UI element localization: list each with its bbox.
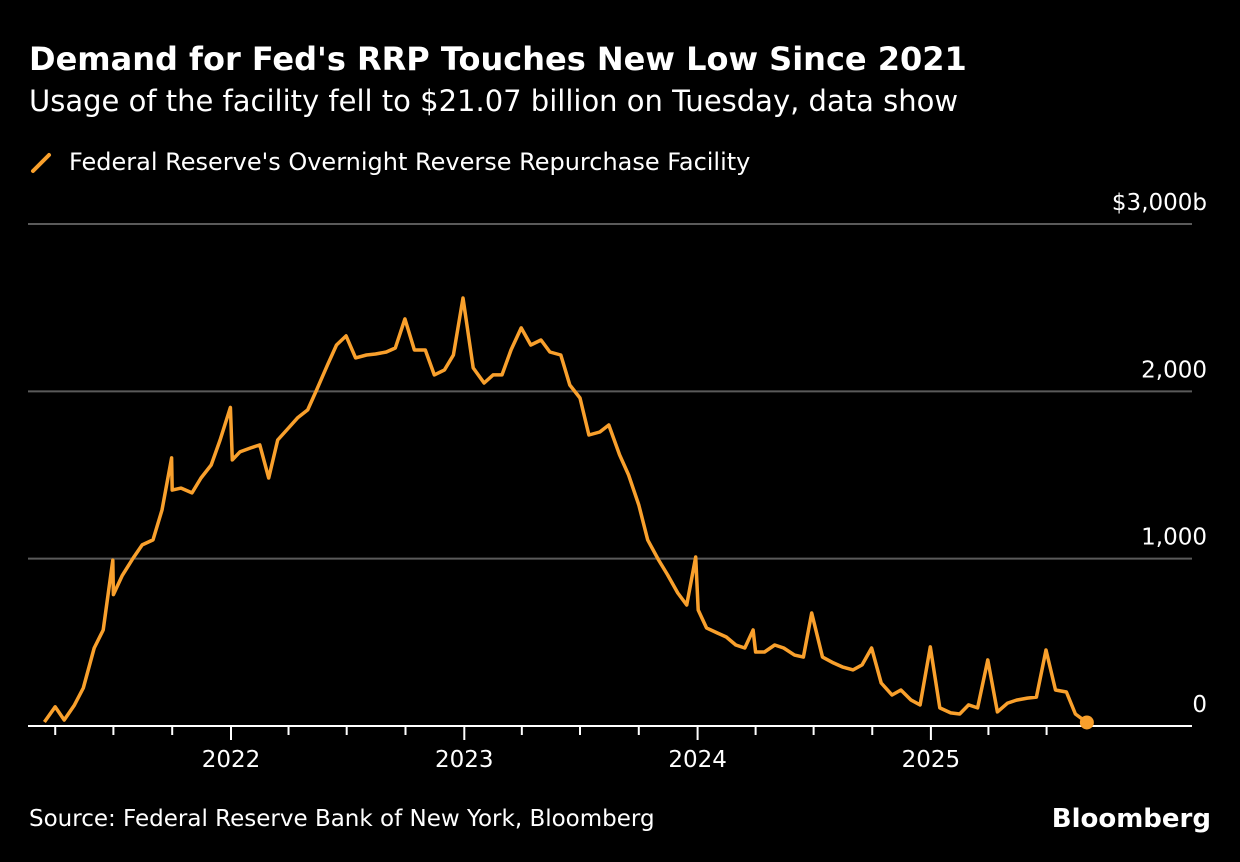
series-line-group xyxy=(42,296,1094,730)
series-line xyxy=(42,296,1088,724)
y-tick-label: 2,000 xyxy=(1141,357,1207,383)
legend: Federal Reserve's Overnight Reverse Repu… xyxy=(29,148,750,176)
chart-title: Demand for Fed's RRP Touches New Low Sin… xyxy=(29,40,967,78)
y-tick-label: $3,000b xyxy=(1112,190,1207,216)
x-axis: 2022 2023 2024 2025 xyxy=(28,725,1192,773)
x-tick-label: 2025 xyxy=(902,747,961,773)
gridlines xyxy=(28,223,1192,560)
x-tick-label: 2022 xyxy=(202,747,261,773)
y-axis-labels: 0 1,000 2,000 $3,000b xyxy=(1112,190,1207,718)
bloomberg-logo: Bloomberg xyxy=(1051,804,1211,834)
legend-label: Federal Reserve's Overnight Reverse Repu… xyxy=(69,148,751,176)
legend-line-icon xyxy=(31,153,51,173)
x-tick-label: 2023 xyxy=(435,747,494,773)
source-note: Source: Federal Reserve Bank of New York… xyxy=(29,806,655,832)
y-tick-label: 1,000 xyxy=(1141,525,1207,551)
y-tick-label: 0 xyxy=(1192,692,1207,718)
latest-value-marker xyxy=(1079,715,1094,730)
x-tick-label: 2024 xyxy=(668,747,727,773)
chart-subtitle: Usage of the facility fell to $21.07 bil… xyxy=(29,84,959,118)
